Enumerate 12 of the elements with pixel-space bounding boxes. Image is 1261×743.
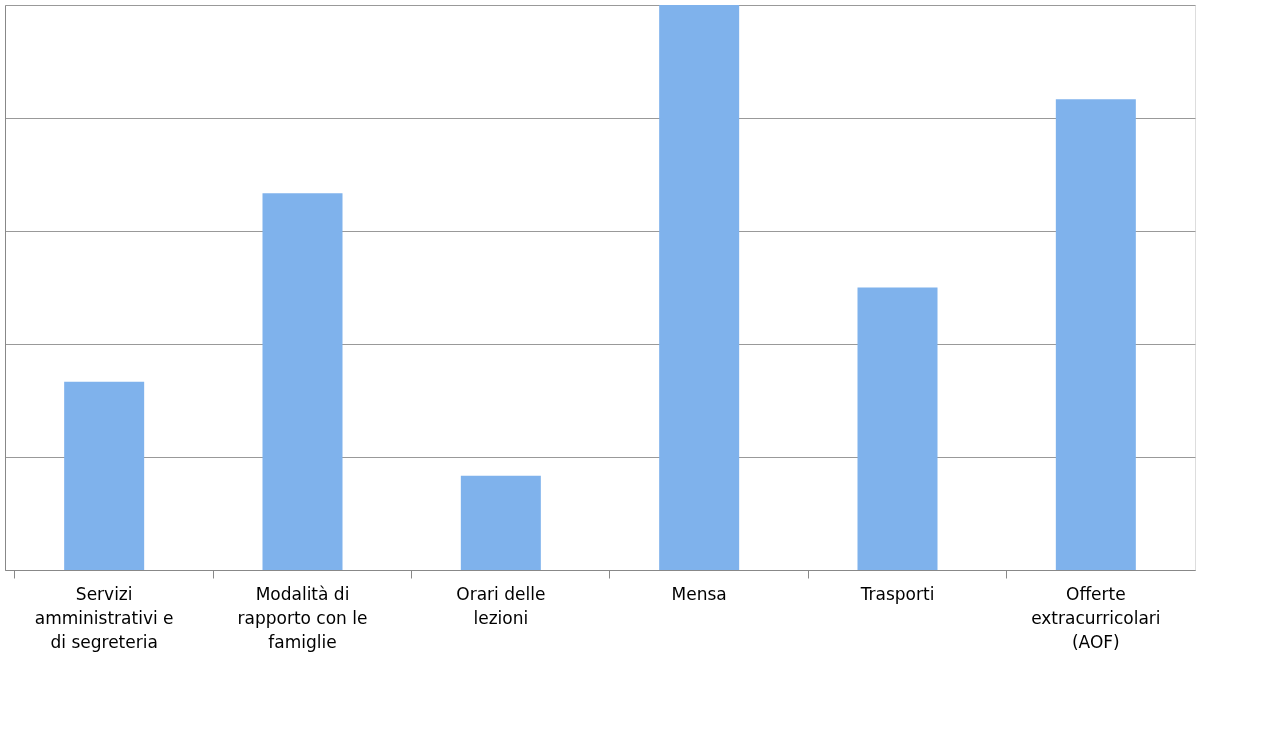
bar [659,5,740,570]
bar [460,475,541,570]
bar [857,287,938,570]
bar [1055,99,1136,570]
x-tick-label: Offerte extracurricolari (AOF) [1031,583,1161,652]
x-tick-label: Mensa [671,583,727,604]
x-tick-label: Orari delle lezioni [456,583,546,628]
bar [262,193,343,570]
x-tick-label: Modalità di rapporto con le famiglie [237,583,368,652]
bar [64,381,145,570]
x-tick-label: Trasporti [859,583,935,604]
x-tick-label: Servizi amministrativi e di segreteria [34,583,174,652]
